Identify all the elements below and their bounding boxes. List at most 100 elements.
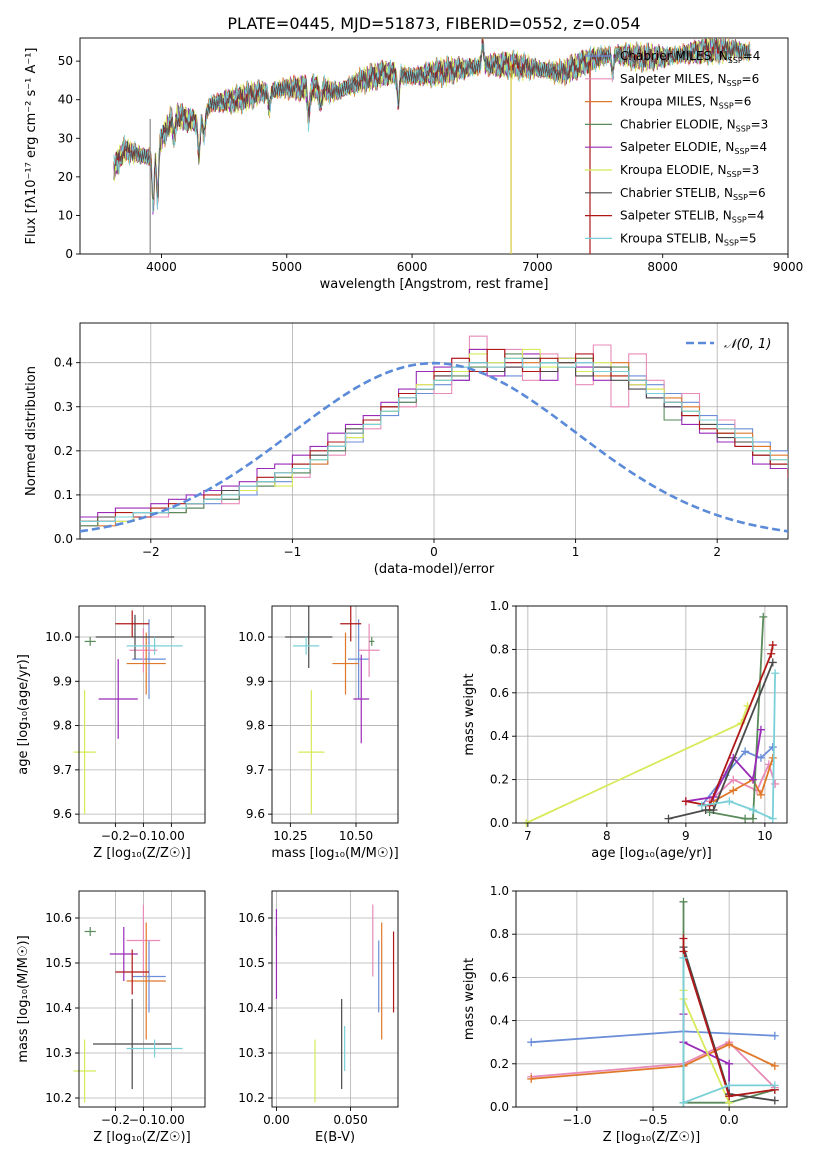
x-tick-label: 5000 xyxy=(271,260,302,274)
y-tick-label: 0.0 xyxy=(490,816,509,830)
mass-weight-vs-metallicity-panel: −1.0 −0.5 0.0 0.0 0.2 0.4 0.6 0.8 1.0 Z [log₁₀(Z/… xyxy=(462,884,788,1145)
axes-frame xyxy=(78,890,206,1108)
weight-marker xyxy=(749,775,758,784)
errorbar-point-5 xyxy=(353,654,370,744)
errorbar-point-3 xyxy=(126,632,166,695)
errorbar-point-9 xyxy=(126,637,183,655)
histogram-step-7 xyxy=(80,357,788,522)
x-tick-label: 10 xyxy=(757,829,772,843)
y-tick-label: 10.6 xyxy=(45,911,72,925)
axes-frame xyxy=(515,605,788,824)
y-tick-label: 10.4 xyxy=(238,1001,265,1015)
weight-series-7 xyxy=(664,658,777,823)
legend-label: Salpeter ELODIE, NSSP=4 xyxy=(620,140,767,156)
x-tick-label: −1 xyxy=(284,545,302,559)
y-tick-label: 9.6 xyxy=(53,807,72,821)
weight-marker xyxy=(709,805,718,814)
y-tick-label: 9.7 xyxy=(53,763,72,777)
legend-label-subscript: SSP xyxy=(728,56,743,65)
weight-line xyxy=(685,644,774,807)
x-tick-label: 0.050 xyxy=(333,1113,367,1127)
weight-marker xyxy=(771,669,780,678)
errorbar-point-8 xyxy=(115,610,149,637)
line-plot-area xyxy=(522,612,780,827)
weight-marker xyxy=(679,1098,688,1107)
weight-marker xyxy=(770,1061,779,1070)
residual-histogram-panel: −2 −1 0 1 2 0.0 0.1 0.2 0.3 0.4 (data-model)/error… xyxy=(24,322,789,577)
weight-line xyxy=(531,1043,776,1080)
weight-series-8 xyxy=(681,641,777,810)
x-tick-label: 1 xyxy=(572,545,580,559)
spectrum-grid: 4000 5000 6000 7000 8000 9000 0 10 20 30 40 50 wavel… xyxy=(24,37,804,292)
y-tick-label: 10.2 xyxy=(238,1091,265,1105)
errorbar-plot-area xyxy=(275,904,395,1103)
y-tick-label: 0.0 xyxy=(490,1100,509,1114)
spectrum-plot-area xyxy=(113,38,751,254)
errorbar-point-9 xyxy=(293,637,320,655)
y-tick-label: 30 xyxy=(58,131,73,145)
y-tick-label: 1.0 xyxy=(490,599,509,613)
weight-series-6 xyxy=(522,701,752,827)
y-tick-label: 50 xyxy=(58,54,73,68)
weight-marker xyxy=(767,649,776,658)
x-tick-label: −0.2 xyxy=(101,1113,130,1127)
weight-marker xyxy=(741,814,750,823)
legend-label-count: =3 xyxy=(742,163,760,177)
y-tick-label: 10.4 xyxy=(45,1001,72,1015)
weight-marker xyxy=(725,1081,734,1090)
weight-line xyxy=(525,705,749,824)
histogram-legend: 𝒩(0, 1) xyxy=(686,337,771,352)
x-tick-label: 7 xyxy=(524,829,532,843)
x-tick-label: 10.50 xyxy=(339,829,373,843)
x-tick-label: 0.00 xyxy=(263,1113,290,1127)
errorbar-point-2 xyxy=(126,904,161,977)
y-tick-label: 0.2 xyxy=(490,1057,509,1071)
weight-marker xyxy=(701,805,710,814)
x-tick-label: 0.00 xyxy=(158,829,185,843)
weight-marker xyxy=(770,1096,779,1105)
errorbar-plot-area xyxy=(73,904,183,1103)
mass-weight-vs-age-panel: 7 8 9 10 0.0 0.2 0.4 0.6 0.8 1.0 age [log₁₀(age/yr… xyxy=(462,599,788,861)
axes-frame xyxy=(78,605,206,824)
x-tick-label: −0.1 xyxy=(129,829,158,843)
y-tick-label: 10.5 xyxy=(238,956,265,970)
errorbar-point-3 xyxy=(332,632,359,695)
errorbar-point-4 xyxy=(369,637,375,646)
legend-label: 𝒩(0, 1) xyxy=(724,337,771,352)
x-tick-label: 9 xyxy=(682,829,690,843)
errorbar-plot-area xyxy=(285,606,380,815)
errorbar-point-2 xyxy=(358,623,380,677)
legend-label-subscript: SSP xyxy=(727,170,742,179)
y-tick-label: 9.8 xyxy=(53,719,72,733)
x-tick-label: 6000 xyxy=(397,260,428,274)
errorbar-point-8 xyxy=(340,606,362,642)
y-tick-label: 0.2 xyxy=(54,444,73,458)
x-tick-label: 8000 xyxy=(647,260,678,274)
legend-label-count: =5 xyxy=(739,231,757,245)
legend-label: Chabrier ELODIE, NSSP=3 xyxy=(620,117,768,133)
age-vs-mass-panel: 10.25 10.50 9.6 9.7 9.8 9.9 10.0 mass [log₁₀(M/… xyxy=(238,605,399,861)
weight-series-8 xyxy=(679,934,779,1101)
errorbar-point-6 xyxy=(73,690,96,815)
y-tick-label: 10.6 xyxy=(238,911,265,925)
weight-marker xyxy=(679,934,688,943)
x-tick-label: −0.2 xyxy=(101,829,130,843)
histogram-grid: −2 −1 0 1 2 0.0 0.1 0.2 0.3 0.4 (data-model)/error… xyxy=(24,322,789,577)
legend-label-subscript: SSP xyxy=(727,79,742,88)
y-tick-label: 0.6 xyxy=(490,970,509,984)
x-axis-label: (data-model)/error xyxy=(374,562,495,577)
errorbar-point-7 xyxy=(285,606,333,668)
y-tick-label: 10.3 xyxy=(45,1046,72,1060)
y-tick-label: 0 xyxy=(65,247,73,261)
y-tick-label: 0.0 xyxy=(54,532,73,546)
weight-marker xyxy=(725,1059,734,1068)
histogram-step-1 xyxy=(80,357,788,522)
weight-marker xyxy=(770,1081,779,1090)
y-axis-label: mass weight xyxy=(462,673,477,755)
x-tick-label: 9000 xyxy=(773,260,804,274)
errorbar-point-5 xyxy=(98,659,138,739)
spectrum-panel: 4000 5000 6000 7000 8000 9000 0 10 20 30 40 50 wavel… xyxy=(24,37,804,292)
y-tick-label: 9.7 xyxy=(246,763,265,777)
weight-marker xyxy=(697,801,706,810)
